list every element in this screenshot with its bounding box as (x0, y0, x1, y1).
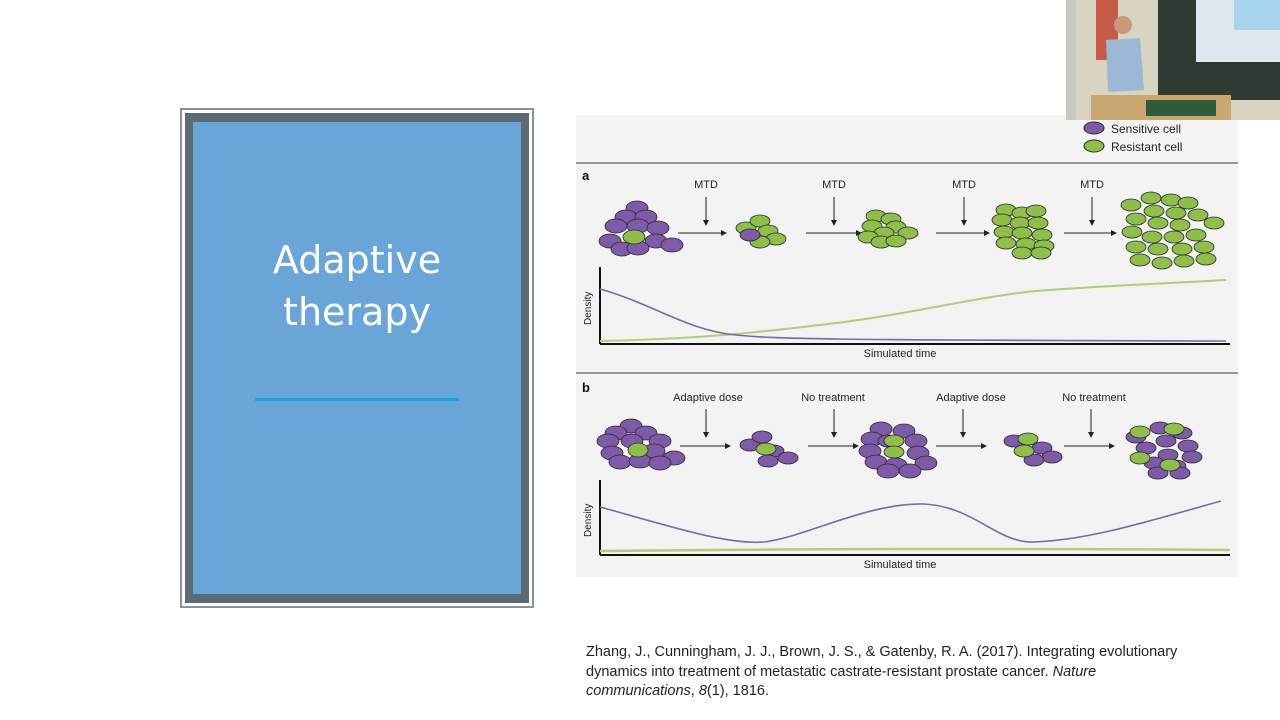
panel-b-step-1: Adaptive dose (673, 392, 743, 404)
legend-sensitive-label: Sensitive cell (1111, 122, 1181, 136)
chart-a-resistant-line (599, 279, 1227, 342)
title-card-frame: Adaptive therapy (185, 113, 529, 603)
title-card: Adaptive therapy (180, 108, 534, 608)
panel-a-step-1: MTD (694, 179, 718, 191)
legend-resistant-label: Resistant cell (1111, 140, 1182, 154)
citation-journal: Nature communications (586, 663, 1097, 700)
citation-text: Zhang, J., Cunningham, J. J., Brown, J. … (586, 644, 1178, 680)
chart-a: Density Simulated time (583, 267, 1230, 360)
cell-clusters-a (598, 191, 1225, 270)
chart-b-ylabel: Density (583, 504, 594, 537)
resistant-cell-swatch (1083, 139, 1105, 153)
slide-title: Adaptive therapy (193, 234, 521, 338)
chart-b-xlabel: Simulated time (864, 559, 937, 571)
accent-rule (255, 398, 459, 401)
citation-tail: (1), 1816. (706, 683, 769, 699)
panel-b-label: b (582, 380, 590, 395)
speaker-video (1066, 0, 1280, 120)
figure-panel: Sensitive cell Resistant cell a MTD MTD … (576, 115, 1238, 577)
panel-a-step-3: MTD (952, 179, 976, 191)
chart-a-ylabel: Density (583, 292, 594, 325)
cell-clusters-b (596, 418, 1203, 480)
panel-a-step-2: MTD (822, 179, 846, 191)
chart-b-sensitive-line (599, 500, 1222, 544)
legend: Sensitive cell Resistant cell (1083, 121, 1182, 154)
chart-b: Density Simulated time (583, 480, 1231, 571)
panel-b-step-2: No treatment (801, 392, 865, 404)
citation-sep: , (690, 683, 699, 699)
panel-a-step-4: MTD (1080, 179, 1104, 191)
chart-b-resistant-line (599, 547, 1231, 553)
sensitive-cell-swatch (1083, 121, 1105, 135)
panel-b: b Adaptive dose No treatment Adaptive do… (582, 380, 1231, 571)
citation: Zhang, J., Cunningham, J. J., Brown, J. … (586, 643, 1186, 702)
panel-b-step-4: No treatment (1062, 392, 1126, 404)
slide-title-line1: Adaptive (272, 238, 442, 282)
chart-a-xlabel: Simulated time (864, 348, 937, 360)
slide-title-line2: therapy (283, 290, 431, 334)
citation-volume: 8 (698, 683, 707, 699)
chart-a-sensitive-line (599, 288, 1227, 342)
panel-b-step-3: Adaptive dose (936, 392, 1006, 404)
title-card-face: Adaptive therapy (193, 122, 521, 594)
panel-a: a MTD MTD MTD MTD (582, 168, 1230, 360)
panel-a-label: a (582, 168, 590, 183)
